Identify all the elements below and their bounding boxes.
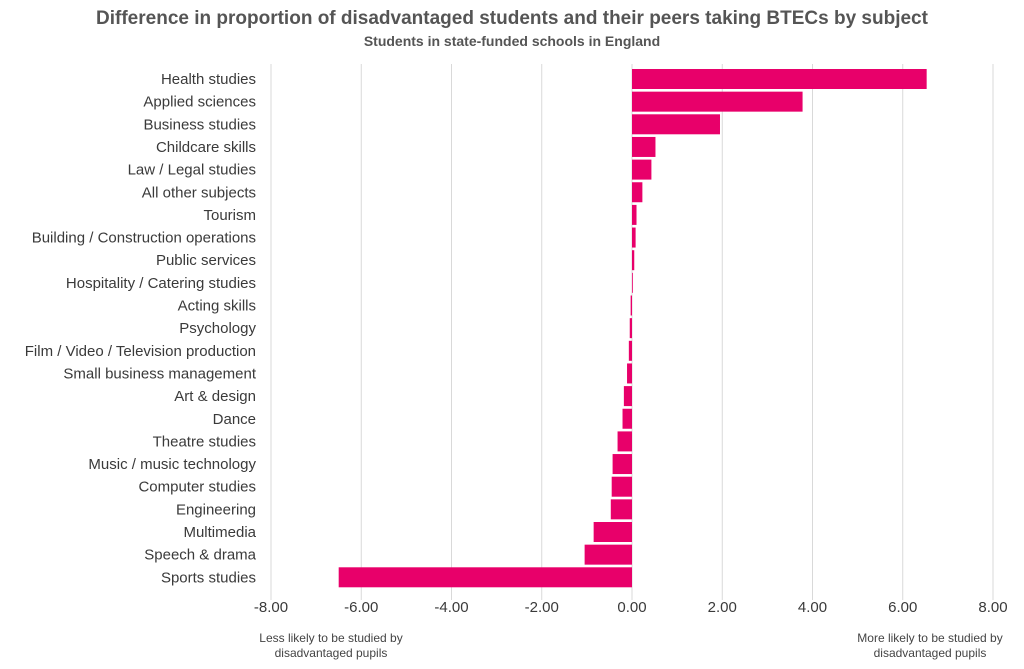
category-label: Film / Video / Television production xyxy=(25,343,256,360)
x-tick-label: -8.00 xyxy=(254,599,288,616)
x-tick-label: -2.00 xyxy=(525,599,559,616)
bar xyxy=(627,363,632,384)
category-label: Computer studies xyxy=(138,479,256,496)
bar xyxy=(632,204,637,225)
bar xyxy=(632,69,927,89)
bar xyxy=(610,499,632,520)
category-label: Business studies xyxy=(143,116,256,133)
right-axis-note: More likely to be studied by disadvantag… xyxy=(857,631,1003,660)
x-tick-label: 2.00 xyxy=(708,599,737,616)
bars xyxy=(338,69,927,588)
category-label: Applied sciences xyxy=(143,94,256,111)
category-label: Acting skills xyxy=(178,298,256,315)
bar xyxy=(632,91,803,112)
bar xyxy=(632,250,635,271)
x-axis-tick-labels: -8.00 -6.00 -4.00 -2.00 0.00 2.00 4.00 6.00 8.00 xyxy=(254,599,1008,616)
bar xyxy=(632,136,656,157)
bar xyxy=(632,114,720,135)
bar xyxy=(628,340,632,361)
bar xyxy=(629,318,632,339)
category-label: Engineering xyxy=(176,501,256,518)
category-label: Speech & drama xyxy=(144,547,256,564)
bar xyxy=(338,567,632,588)
bar xyxy=(632,272,633,293)
chart-title: Difference in proportion of disadvantage… xyxy=(96,8,928,29)
category-label: Law / Legal studies xyxy=(128,162,256,179)
bar xyxy=(623,386,632,407)
category-label: Childcare skills xyxy=(156,139,256,156)
bar xyxy=(630,295,632,316)
category-label: Public services xyxy=(156,252,256,269)
category-label: All other subjects xyxy=(142,184,256,201)
category-label: Multimedia xyxy=(183,524,256,541)
x-tick-label: -6.00 xyxy=(344,599,378,616)
bar xyxy=(612,454,632,475)
category-label: Art & design xyxy=(174,388,256,405)
x-tick-label: 8.00 xyxy=(978,599,1007,616)
bar xyxy=(632,227,636,248)
category-label: Building / Construction operations xyxy=(32,230,256,247)
category-label: Psychology xyxy=(179,320,256,337)
chart-subtitle: Students in state-funded schools in Engl… xyxy=(363,33,661,49)
category-label: Music / music technology xyxy=(88,456,256,473)
left-axis-note: Less likely to be studied by disadvantag… xyxy=(259,631,403,660)
category-label: Tourism xyxy=(203,207,256,224)
category-labels: Health studies Applied sciences Business s… xyxy=(25,71,257,586)
bar xyxy=(611,476,632,497)
bar xyxy=(632,182,643,203)
x-tick-label: 6.00 xyxy=(888,599,917,616)
category-label: Small business management xyxy=(63,365,256,382)
x-tick-label: 0.00 xyxy=(617,599,646,616)
x-tick-label: 4.00 xyxy=(798,599,827,616)
bar xyxy=(593,522,632,542)
category-label: Health studies xyxy=(161,71,256,88)
x-tick-label: -4.00 xyxy=(434,599,468,616)
gridlines xyxy=(270,64,994,600)
category-label: Sports studies xyxy=(161,569,256,586)
category-label: Dance xyxy=(213,411,256,428)
bar xyxy=(622,408,632,429)
bar xyxy=(617,431,632,452)
category-label: Theatre studies xyxy=(153,433,256,450)
bar xyxy=(632,159,652,180)
category-label: Hospitality / Catering studies xyxy=(66,275,256,292)
bar xyxy=(584,544,632,565)
